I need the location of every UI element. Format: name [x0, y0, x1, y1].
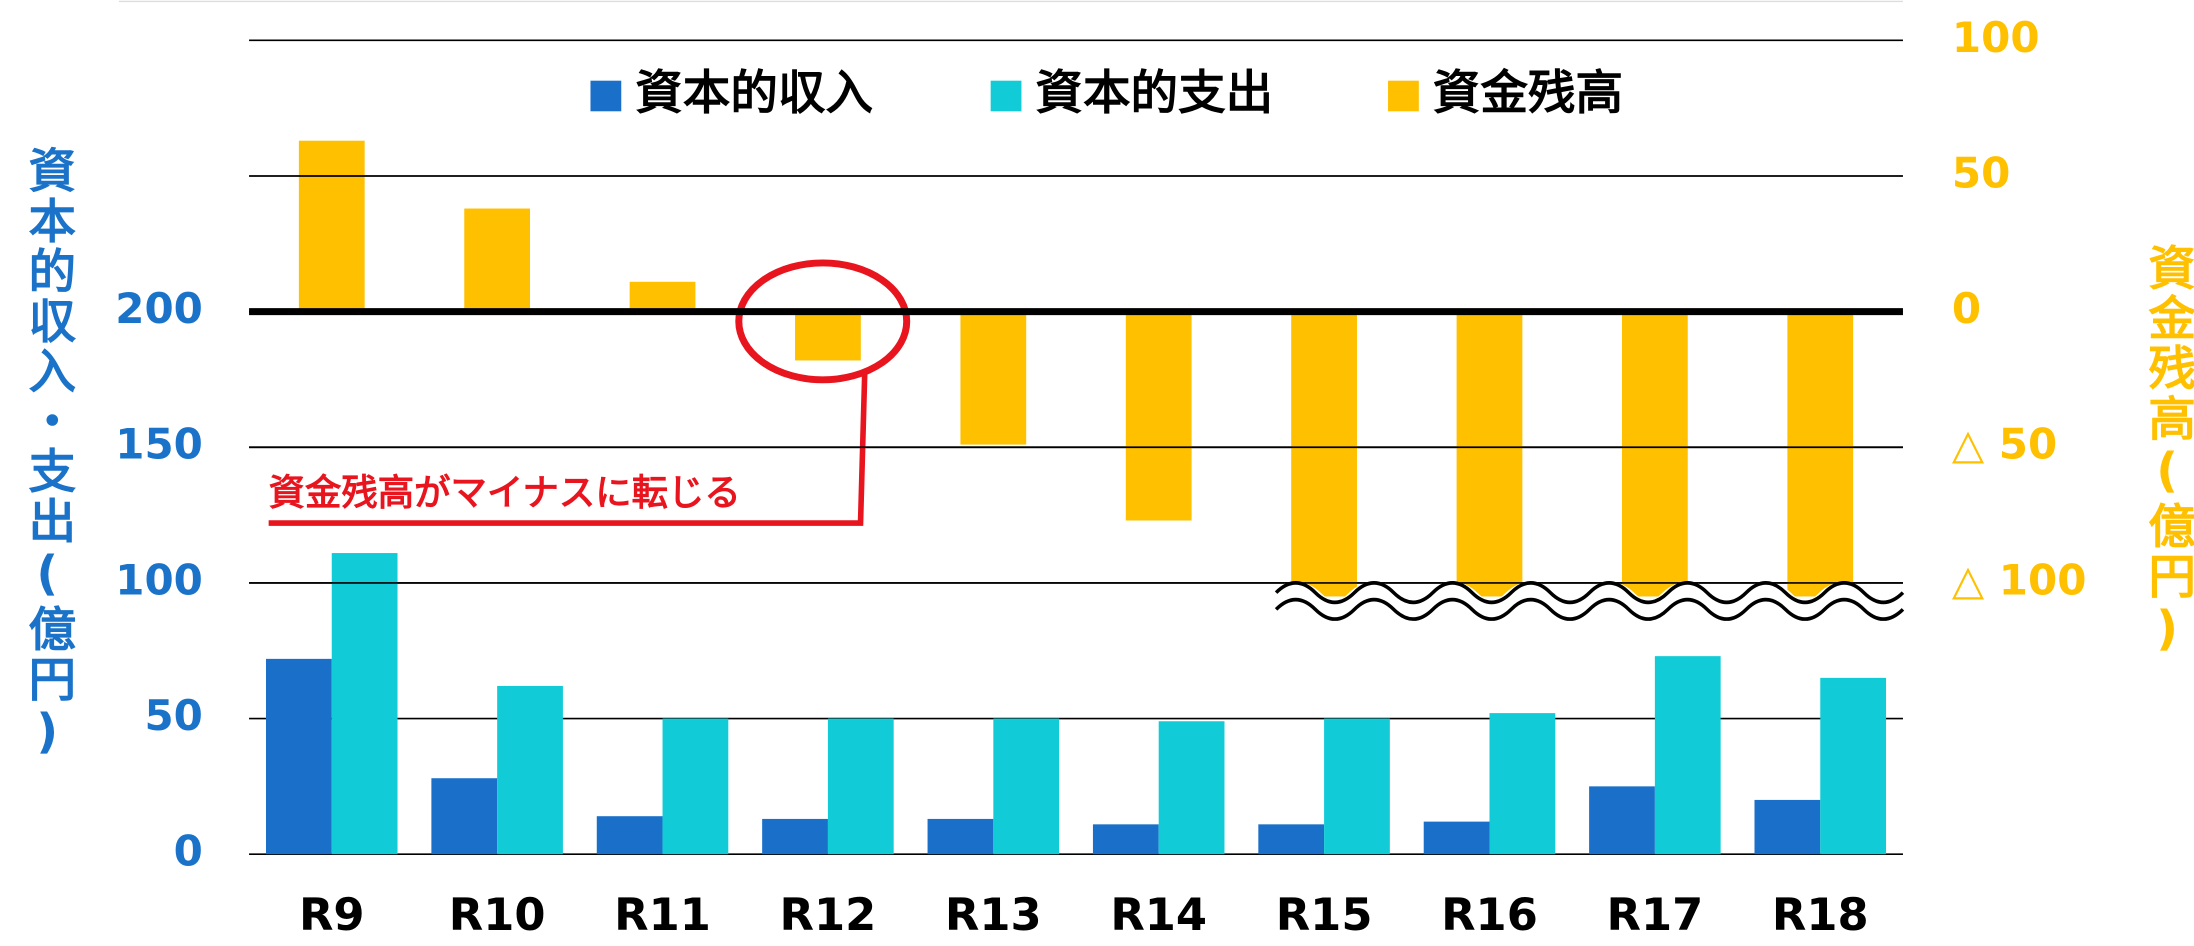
bar	[1489, 713, 1556, 855]
bar	[1423, 821, 1490, 855]
bar	[1820, 677, 1887, 855]
x-tick-label: R17	[1607, 889, 1704, 941]
bar	[1621, 311, 1688, 597]
bar	[795, 311, 861, 361]
bar	[1787, 311, 1854, 597]
bar	[762, 818, 828, 855]
bar	[629, 281, 696, 312]
y2-tick-label: △ 100	[1952, 555, 2086, 604]
bar	[265, 658, 332, 855]
legend-label: 資金残高	[1433, 66, 1623, 121]
bar	[596, 816, 663, 855]
x-tick-label: R13	[945, 889, 1042, 941]
y2-tick-label: 100	[1952, 13, 2040, 62]
y-tick-label: 100	[115, 555, 203, 604]
bars	[265, 140, 1887, 855]
legend-swatch	[1388, 80, 1419, 112]
y-axis-title: 資本的収入・支出(億円)	[20, 146, 76, 762]
legend-swatch	[990, 80, 1022, 112]
bar	[1654, 656, 1721, 855]
bar	[298, 140, 365, 312]
x-tick-label: R11	[614, 889, 711, 941]
bar	[1258, 824, 1325, 855]
bar	[1092, 824, 1159, 855]
bar	[960, 311, 1027, 445]
legend-label: 資本的支出	[1035, 66, 1273, 121]
bar	[927, 818, 994, 855]
y2-tick-label: 0	[1952, 284, 1981, 333]
x-tick-label: R16	[1441, 889, 1538, 941]
y2-tick-label: △ 50	[1952, 420, 2057, 469]
y2-axis-title: 資金残高(億円)	[2140, 243, 2194, 659]
y-tick-label: 150	[115, 420, 203, 469]
bar	[1324, 718, 1390, 855]
y-tick-label: 200	[115, 284, 203, 333]
x-tick-label: R15	[1276, 889, 1373, 941]
y-tick-label: 50	[144, 691, 202, 740]
x-tick-label: R9	[299, 889, 365, 941]
bar	[1291, 311, 1357, 597]
x-tick-label: R12	[780, 889, 877, 941]
x-tick-label: R10	[449, 889, 546, 941]
legend-label: 資本的収入	[635, 66, 873, 121]
bar	[993, 718, 1060, 855]
bar	[1754, 799, 1821, 855]
y2-tick-label: 50	[1952, 149, 2010, 198]
annotation: 資金残高がマイナスに転じる	[269, 471, 741, 514]
bar	[1125, 311, 1192, 521]
x-tick-label: R14	[1110, 889, 1207, 941]
bar	[331, 553, 398, 855]
bar	[1456, 311, 1523, 597]
bar	[662, 718, 729, 855]
bar	[431, 778, 498, 855]
axis-break	[1269, 581, 1910, 621]
bar	[1158, 721, 1225, 855]
bar	[827, 718, 894, 855]
legend-swatch	[590, 80, 622, 112]
bar	[497, 685, 563, 855]
bar	[1589, 786, 1655, 855]
callout	[268, 259, 911, 526]
x-tick-label: R18	[1772, 889, 1869, 941]
bar	[464, 208, 531, 312]
y-tick-label: 0	[174, 827, 203, 876]
